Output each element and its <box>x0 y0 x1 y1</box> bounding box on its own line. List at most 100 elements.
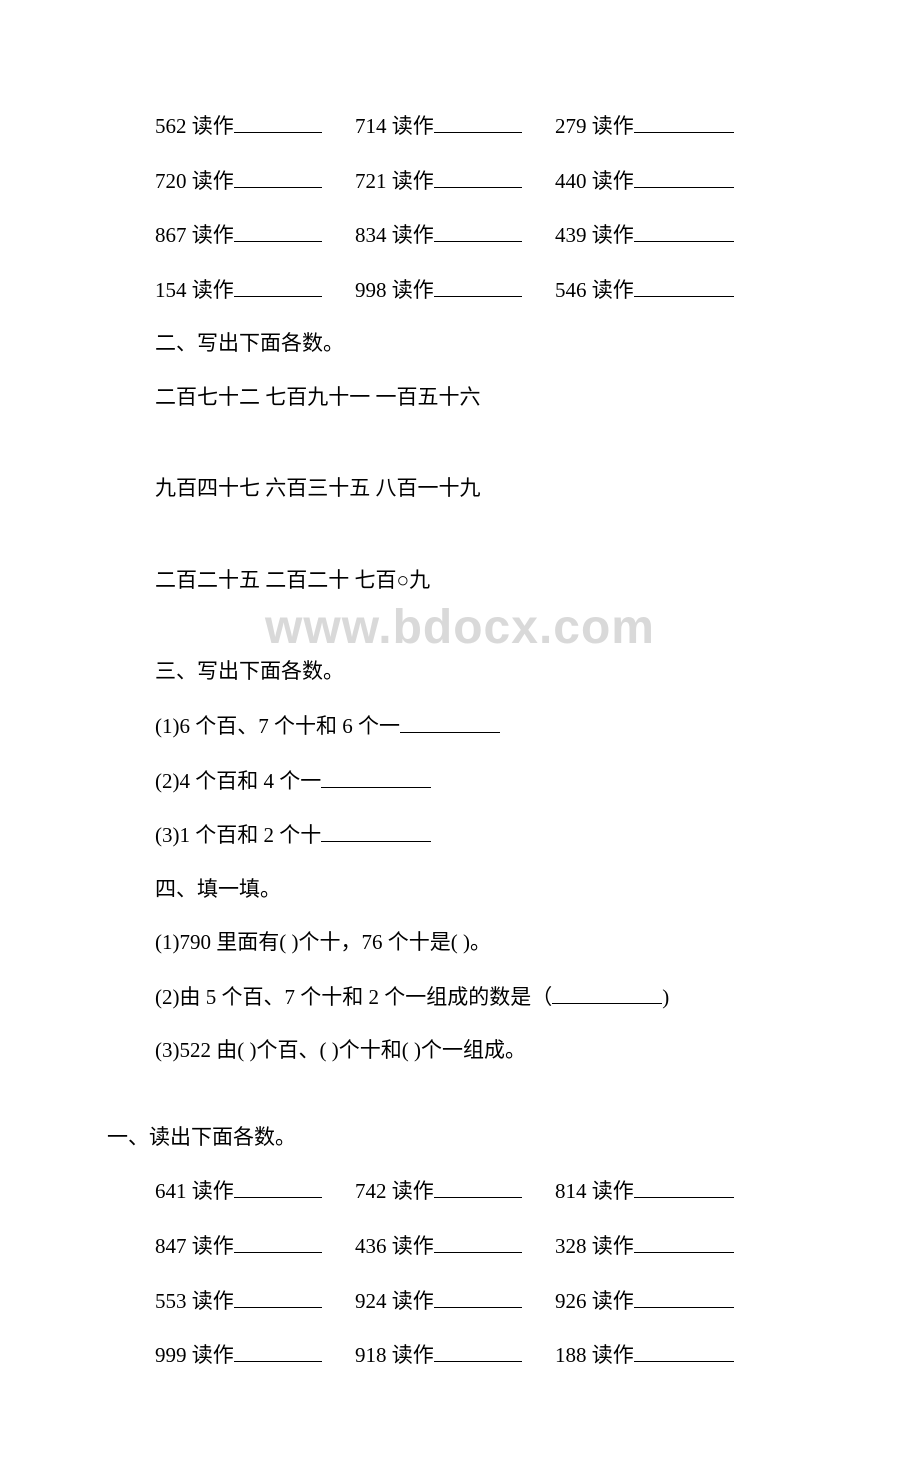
read-cell: 562 读作 <box>155 110 355 143</box>
number: 154 <box>155 275 187 307</box>
table-row: 720 读作 721 读作 440 读作 <box>155 165 770 198</box>
blank-line <box>434 219 522 242</box>
number: 998 <box>355 275 387 307</box>
blank-line <box>234 219 322 242</box>
blank-line <box>234 1175 322 1198</box>
blank-line <box>434 165 522 188</box>
number: 440 <box>555 166 587 198</box>
read-cell: 188 读作 <box>555 1339 755 1372</box>
read-cell: 924 读作 <box>355 1284 555 1317</box>
read-cell: 714 读作 <box>355 110 555 143</box>
label: 读作 <box>392 166 434 198</box>
read-cell: 279 读作 <box>555 110 755 143</box>
blank-line <box>634 219 734 242</box>
blank-line <box>634 1339 734 1362</box>
read-cell: 721 读作 <box>355 165 555 198</box>
read-cell: 998 读作 <box>355 274 555 307</box>
read-cell: 720 读作 <box>155 165 355 198</box>
section3-item: (3)1 个百和 2 个十 <box>155 819 770 852</box>
label: 读作 <box>192 1231 234 1263</box>
section5-read-numbers: 641 读作 742 读作 814 读作 847 读作 436 读作 328 读… <box>155 1175 770 1371</box>
blank-line <box>434 274 522 297</box>
blank-line <box>434 1339 522 1362</box>
blank-line <box>321 764 431 787</box>
section3-item: (1)6 个百、7 个十和 6 个一 <box>155 710 770 743</box>
read-cell: 641 读作 <box>155 1175 355 1208</box>
label: 读作 <box>192 1340 234 1372</box>
read-cell: 867 读作 <box>155 219 355 252</box>
read-cell: 918 读作 <box>355 1339 555 1372</box>
section2-line: 二百七十二 七百九十一 一百五十六 <box>155 382 770 414</box>
label: 读作 <box>392 1286 434 1318</box>
item-text: (1)6 个百、7 个十和 6 个一 <box>155 711 400 743</box>
label: 读作 <box>592 1286 634 1318</box>
label: 读作 <box>392 1231 434 1263</box>
table-row: 847 读作 436 读作 328 读作 <box>155 1230 770 1263</box>
item-text: (2)4 个百和 4 个一 <box>155 766 321 798</box>
table-row: 867 读作 834 读作 439 读作 <box>155 219 770 252</box>
label: 读作 <box>192 1286 234 1318</box>
blank-line <box>234 274 322 297</box>
section2-line: 九百四十七 六百三十五 八百一十九 <box>155 473 770 505</box>
label: 读作 <box>392 1340 434 1372</box>
read-cell: 999 读作 <box>155 1339 355 1372</box>
number: 714 <box>355 111 387 143</box>
number: 279 <box>555 111 587 143</box>
blank-line <box>634 110 734 133</box>
read-cell: 436 读作 <box>355 1230 555 1263</box>
read-cell: 814 读作 <box>555 1175 755 1208</box>
label: 读作 <box>392 111 434 143</box>
label: 读作 <box>392 1176 434 1208</box>
label: 读作 <box>592 1176 634 1208</box>
number: 867 <box>155 220 187 252</box>
label: 读作 <box>192 275 234 307</box>
label: 读作 <box>592 166 634 198</box>
blank-line <box>634 165 734 188</box>
blank-line <box>234 165 322 188</box>
read-cell: 440 读作 <box>555 165 755 198</box>
read-cell: 742 读作 <box>355 1175 555 1208</box>
blank-line <box>234 1284 322 1307</box>
blank-line <box>634 1230 734 1253</box>
section2-title: 二、写出下面各数。 <box>155 328 770 360</box>
read-cell: 439 读作 <box>555 219 755 252</box>
number: 814 <box>555 1176 587 1208</box>
number: 562 <box>155 111 187 143</box>
number: 926 <box>555 1286 587 1318</box>
section4-title: 四、填一填。 <box>155 874 770 906</box>
blank-line <box>634 1175 734 1198</box>
label: 读作 <box>392 220 434 252</box>
blank-line <box>234 1339 322 1362</box>
blank-line <box>434 1284 522 1307</box>
read-cell: 834 读作 <box>355 219 555 252</box>
blank-line <box>321 819 431 842</box>
label: 读作 <box>592 275 634 307</box>
label: 读作 <box>192 166 234 198</box>
section3-item: (2)4 个百和 4 个一 <box>155 764 770 797</box>
number: 553 <box>155 1286 187 1318</box>
blank-line <box>234 1230 322 1253</box>
table-row: 562 读作 714 读作 279 读作 <box>155 110 770 143</box>
label: 读作 <box>592 111 634 143</box>
label: 读作 <box>592 1340 634 1372</box>
read-cell: 553 读作 <box>155 1284 355 1317</box>
section4-line1: (1)790 里面有( )个十，76 个十是( )。 <box>155 927 770 959</box>
section4-line3: (3)522 由( )个百、( )个十和( )个一组成。 <box>155 1035 770 1067</box>
label: 读作 <box>192 1176 234 1208</box>
number: 918 <box>355 1340 387 1372</box>
blank-line <box>234 110 322 133</box>
number: 720 <box>155 166 187 198</box>
read-cell: 328 读作 <box>555 1230 755 1263</box>
blank-line <box>552 981 662 1004</box>
text-b: ) <box>662 982 669 1014</box>
number: 436 <box>355 1231 387 1263</box>
number: 328 <box>555 1231 587 1263</box>
number: 924 <box>355 1286 387 1318</box>
read-cell: 154 读作 <box>155 274 355 307</box>
number: 834 <box>355 220 387 252</box>
label: 读作 <box>392 275 434 307</box>
number: 641 <box>155 1176 187 1208</box>
table-row: 553 读作 924 读作 926 读作 <box>155 1284 770 1317</box>
number: 721 <box>355 166 387 198</box>
section2-line: 二百二十五 二百二十 七百○九 <box>155 565 770 597</box>
